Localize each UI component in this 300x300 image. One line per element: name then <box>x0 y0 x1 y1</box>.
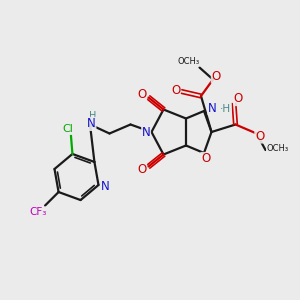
Text: N: N <box>101 180 110 193</box>
Text: O: O <box>234 92 243 106</box>
Text: O: O <box>137 163 146 176</box>
Text: ·H: ·H <box>220 103 231 114</box>
Text: O: O <box>212 70 220 83</box>
Text: OCH₃: OCH₃ <box>266 144 289 153</box>
Text: N: N <box>87 117 96 130</box>
Text: O: O <box>137 88 146 101</box>
Text: H: H <box>89 111 97 121</box>
Text: Cl: Cl <box>62 124 73 134</box>
Text: OCH₃: OCH₃ <box>178 57 200 66</box>
Text: O: O <box>171 83 180 97</box>
Text: N: N <box>208 101 217 115</box>
Text: O: O <box>255 130 264 143</box>
Text: O: O <box>201 152 210 166</box>
Text: N: N <box>142 125 151 139</box>
Text: CF₃: CF₃ <box>29 207 46 217</box>
